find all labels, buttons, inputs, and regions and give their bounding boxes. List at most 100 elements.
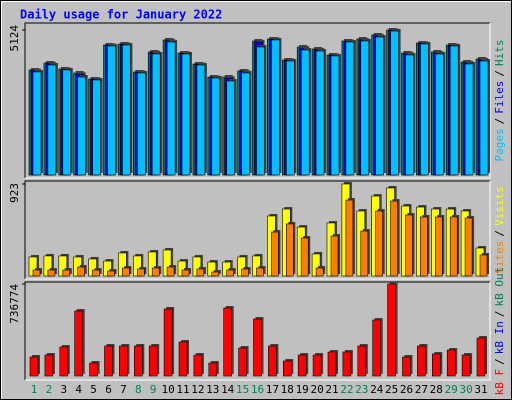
bar	[417, 345, 426, 377]
bar	[479, 60, 489, 176]
bar	[297, 354, 307, 377]
legend-entry: kB F	[493, 369, 506, 396]
legend-separator: /	[493, 358, 506, 365]
bar	[449, 216, 458, 277]
bar	[449, 45, 459, 176]
bar	[330, 55, 340, 176]
bar	[226, 80, 235, 176]
bar	[211, 271, 220, 277]
bar	[330, 235, 339, 277]
bar	[32, 269, 41, 277]
bar	[375, 210, 384, 277]
x-tick-label: 28	[430, 383, 443, 396]
x-tick-label: 26	[400, 383, 413, 396]
plot-bevel	[24, 281, 490, 380]
legend-entry: kB Out	[493, 267, 506, 307]
bar	[29, 356, 39, 377]
bar	[44, 354, 54, 377]
plot-bevel	[25, 181, 491, 280]
x-tick-label: 10	[161, 383, 174, 396]
x-tick-label: 22	[340, 383, 353, 396]
plot-bevel	[25, 282, 491, 381]
bar	[345, 41, 355, 176]
legend-entry: kB In	[493, 321, 506, 354]
bar	[315, 50, 325, 176]
bar	[282, 360, 292, 377]
x-tick-label: 24	[370, 383, 384, 396]
bar	[405, 54, 414, 176]
x-tick-label: 15	[236, 383, 249, 396]
bar	[285, 60, 295, 176]
legend-separator: /	[493, 118, 506, 125]
bar	[405, 214, 413, 277]
bar	[181, 269, 190, 277]
bar	[315, 267, 324, 277]
x-tick-label: 18	[281, 383, 294, 396]
bar	[148, 345, 158, 377]
x-tick-label: 27	[415, 383, 428, 396]
bar	[47, 64, 57, 176]
bar	[464, 63, 474, 176]
x-tick-label: 1	[31, 383, 38, 396]
bar	[256, 46, 265, 176]
bar	[32, 71, 42, 176]
x-tick-label: 25	[385, 383, 398, 396]
bar	[420, 43, 429, 176]
bar	[193, 354, 203, 377]
x-tick-label: 6	[105, 383, 112, 396]
x-tick-label: 17	[266, 383, 279, 396]
y-tick-label: 5124	[8, 25, 21, 52]
bar	[256, 267, 264, 277]
legend: Sites / Visits	[493, 186, 506, 274]
bar	[360, 40, 370, 176]
legend-entry: Files	[493, 81, 506, 114]
bar	[122, 44, 131, 176]
bar	[327, 351, 337, 377]
bar	[223, 307, 232, 377]
bar	[434, 216, 443, 277]
bar	[181, 53, 191, 176]
y-tick-label: 923	[8, 183, 21, 203]
bar	[74, 310, 83, 377]
x-tick-label: 29	[445, 383, 458, 396]
bar	[178, 341, 188, 377]
bar	[89, 362, 98, 377]
x-tick-label: 16	[251, 383, 264, 396]
bar	[300, 237, 309, 277]
bar	[238, 347, 247, 377]
x-tick-label: 2	[46, 383, 53, 396]
bar	[92, 79, 101, 176]
bar	[285, 223, 294, 277]
x-tick-label: 9	[150, 383, 157, 396]
x-tick-label: 31	[474, 383, 487, 396]
bar	[390, 200, 398, 277]
x-tick-label: 7	[120, 383, 127, 396]
bar	[119, 345, 128, 377]
legend-entry: Pages	[493, 128, 506, 161]
legend-entry: Visits	[493, 186, 506, 226]
bar	[122, 267, 130, 277]
x-tick-label: 3	[60, 383, 67, 396]
bar	[241, 72, 250, 176]
plot-bevel	[24, 22, 490, 178]
legend-entry: Sites	[493, 241, 506, 274]
chart-title: Daily usage for January 2022	[20, 8, 222, 22]
bar	[226, 269, 234, 277]
bar	[134, 345, 143, 377]
bar	[166, 41, 176, 176]
bar	[479, 254, 488, 277]
bar	[446, 349, 456, 377]
bar	[434, 53, 444, 176]
x-tick-label: 23	[355, 383, 368, 396]
bar	[163, 308, 173, 377]
bar	[271, 231, 279, 277]
bar	[342, 351, 352, 377]
x-tick-label: 12	[191, 383, 204, 396]
bar	[357, 345, 367, 377]
bar	[241, 268, 249, 277]
bar	[300, 49, 310, 176]
bar	[360, 230, 369, 277]
x-tick-label: 14	[221, 383, 235, 396]
bar	[104, 345, 113, 377]
